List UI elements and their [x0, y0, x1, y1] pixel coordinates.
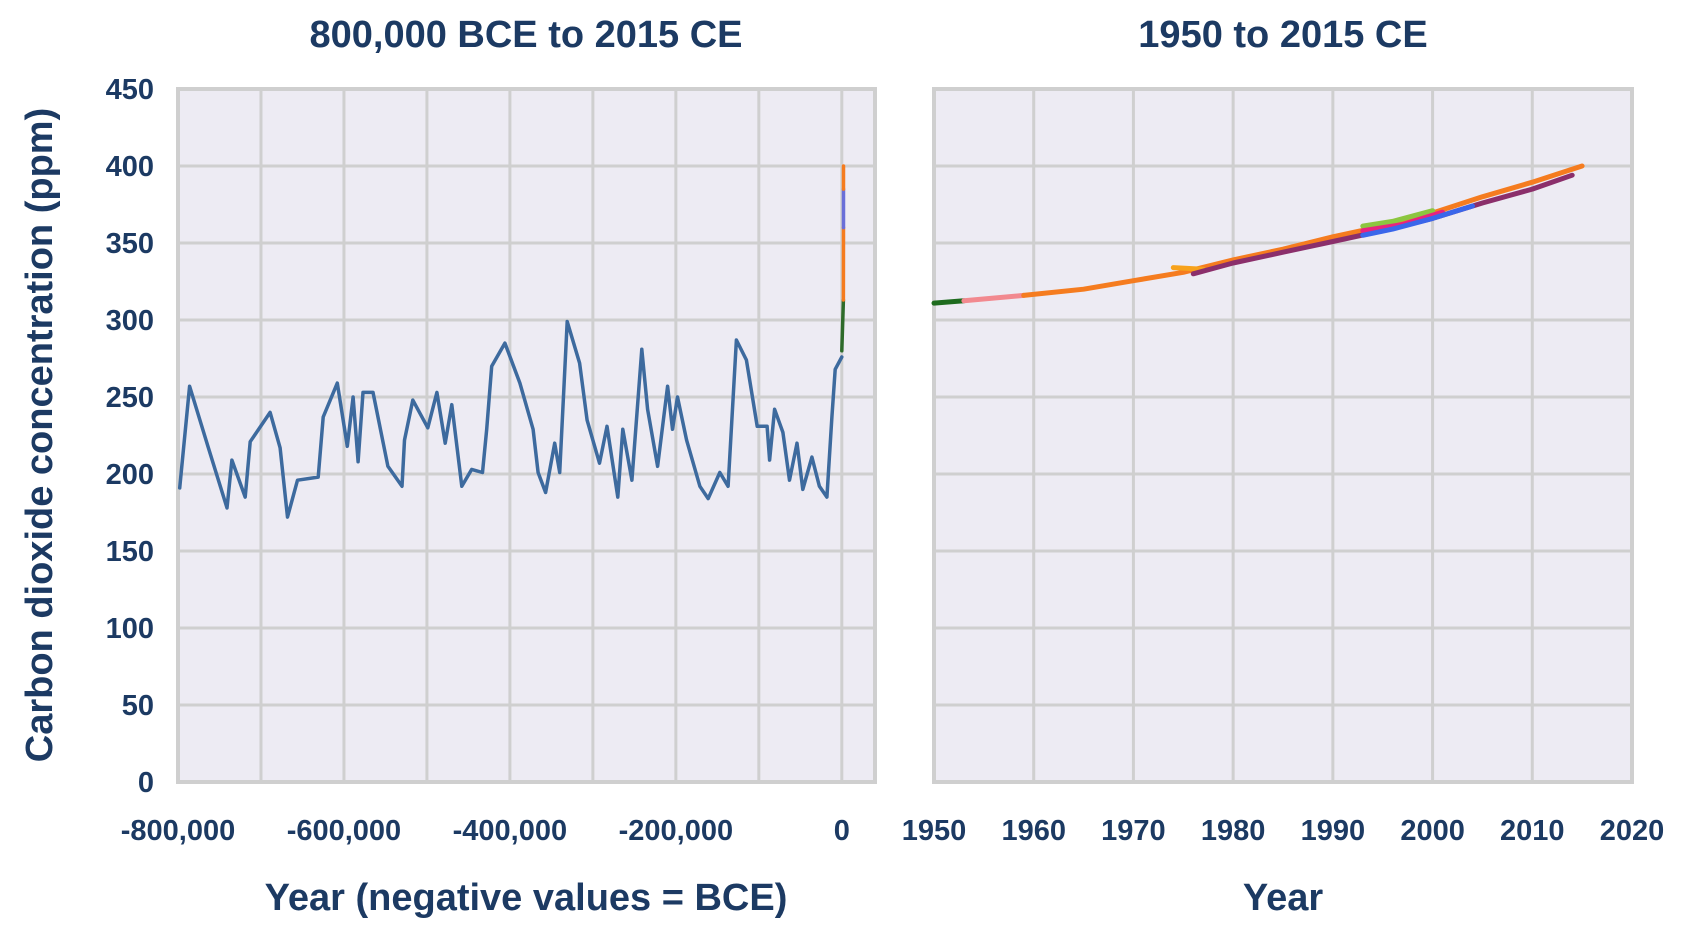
y-tick-label: 300 [106, 305, 154, 337]
x-tick-labels-right: 1950 1960 1970 1980 1990 2000 2010 2020 [902, 815, 1665, 847]
plot-background-right [934, 89, 1632, 782]
x-tick-label: -200,000 [619, 815, 734, 847]
x-tick-label: 2000 [1400, 815, 1465, 847]
x-tick-label: -400,000 [453, 815, 568, 847]
x-tick-label: 2020 [1600, 815, 1665, 847]
x-tick-label: 1990 [1301, 815, 1366, 847]
x-tick-label: 1970 [1101, 815, 1166, 847]
plot-frame-left [176, 87, 877, 784]
y-axis-label: Carbon dioxide concentration (ppm) [19, 108, 61, 762]
chart-title-right: 1950 to 2015 CE [1138, 14, 1427, 56]
y-tick-labels-left: 0 50 100 150 200 250 300 350 400 450 [106, 74, 154, 799]
y-tick-label: 200 [106, 459, 154, 491]
x-tick-label: -800,000 [121, 815, 236, 847]
series-group-right [931, 163, 1585, 306]
series-line-2 [1021, 163, 1585, 298]
panel-right: 1950 1960 1970 1980 1990 2000 2010 2020 1950 to… [902, 14, 1665, 919]
series-line-5 [1360, 208, 1436, 229]
chart-title-left: 800,000 BCE to 2015 CE [309, 14, 742, 56]
x-tick-label: 1980 [1201, 815, 1266, 847]
series-line-0 [931, 298, 967, 306]
series-group-left [177, 164, 846, 519]
series-line-0 [177, 319, 844, 519]
y-tick-label: 50 [122, 690, 154, 722]
panel-left: 0 50 100 150 200 250 300 350 400 450 -800,000 -600… [19, 14, 877, 919]
x-tick-label: -600,000 [287, 815, 402, 847]
y-tick-label: 450 [106, 74, 154, 106]
y-tick-label: 250 [106, 382, 154, 414]
y-tick-label: 0 [138, 767, 154, 799]
series-line-7 [1360, 203, 1475, 238]
series-line-1 [961, 292, 1027, 304]
x-tick-label: 0 [834, 815, 850, 847]
y-tick-label: 400 [106, 151, 154, 183]
x-tick-label: 1960 [1001, 815, 1066, 847]
y-tick-label: 100 [106, 613, 154, 645]
y-tick-label: 350 [106, 228, 154, 260]
plot-frame-right [932, 87, 1634, 784]
y-tick-label: 150 [106, 536, 154, 568]
series-line-1 [840, 298, 846, 353]
x-axis-label-right: Year [1243, 877, 1324, 919]
x-tick-label: 1950 [902, 815, 967, 847]
x-tick-labels-left: -800,000 -600,000 -400,000 -200,000 0 [121, 815, 850, 847]
x-axis-label-left: Year (negative values = BCE) [265, 877, 788, 919]
series-line-3 [1170, 265, 1206, 272]
x-tick-label: 2010 [1500, 815, 1565, 847]
